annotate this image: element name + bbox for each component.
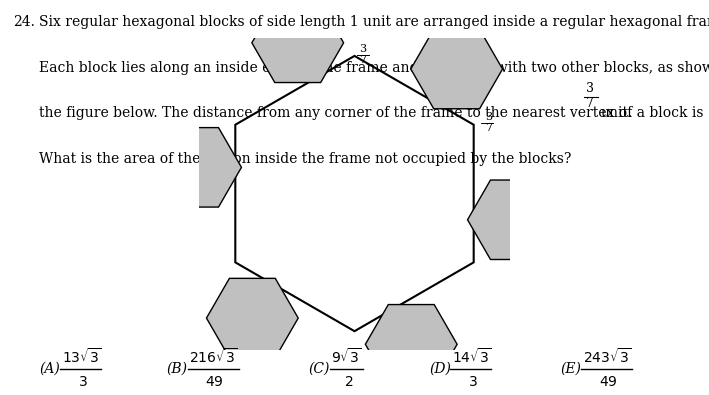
Text: What is the area of the region inside the frame not occupied by the blocks?: What is the area of the region inside th… [39,152,571,166]
Text: Each block lies along an inside edge of the frame and is aligned with two other : Each block lies along an inside edge of … [39,61,709,75]
Text: $49$: $49$ [206,375,224,389]
Polygon shape [150,128,242,207]
Text: (E): (E) [560,362,581,376]
Text: 3: 3 [485,113,492,122]
Text: 3: 3 [586,82,593,95]
Polygon shape [411,29,503,109]
Text: unit.: unit. [601,106,632,120]
Text: (A): (A) [39,362,60,376]
Text: the figure below. The distance from any corner of the frame to the nearest verte: the figure below. The distance from any … [39,106,703,120]
Text: Six regular hexagonal blocks of side length 1 unit are arranged inside a regular: Six regular hexagonal blocks of side len… [39,15,709,29]
Text: 24.: 24. [13,15,35,29]
Text: $3$: $3$ [468,375,477,389]
Text: $243\sqrt{3}$: $243\sqrt{3}$ [583,347,632,366]
Text: 3: 3 [359,43,367,54]
Polygon shape [467,180,559,260]
Text: $9\sqrt{3}$: $9\sqrt{3}$ [331,347,362,366]
Text: $216\sqrt{3}$: $216\sqrt{3}$ [189,347,238,366]
Text: $2$: $2$ [343,375,353,389]
Polygon shape [206,278,298,358]
Text: (B): (B) [167,362,188,376]
Text: $13\sqrt{3}$: $13\sqrt{3}$ [62,347,101,366]
Text: 7: 7 [359,55,367,64]
Polygon shape [252,3,344,83]
Text: (D): (D) [429,362,451,376]
Text: $14\sqrt{3}$: $14\sqrt{3}$ [452,347,491,366]
Text: $49$: $49$ [599,375,618,389]
Text: 7: 7 [485,123,492,134]
Text: $3$: $3$ [77,375,87,389]
Text: 7: 7 [586,97,593,110]
Text: (C): (C) [308,362,330,376]
Polygon shape [365,305,457,384]
